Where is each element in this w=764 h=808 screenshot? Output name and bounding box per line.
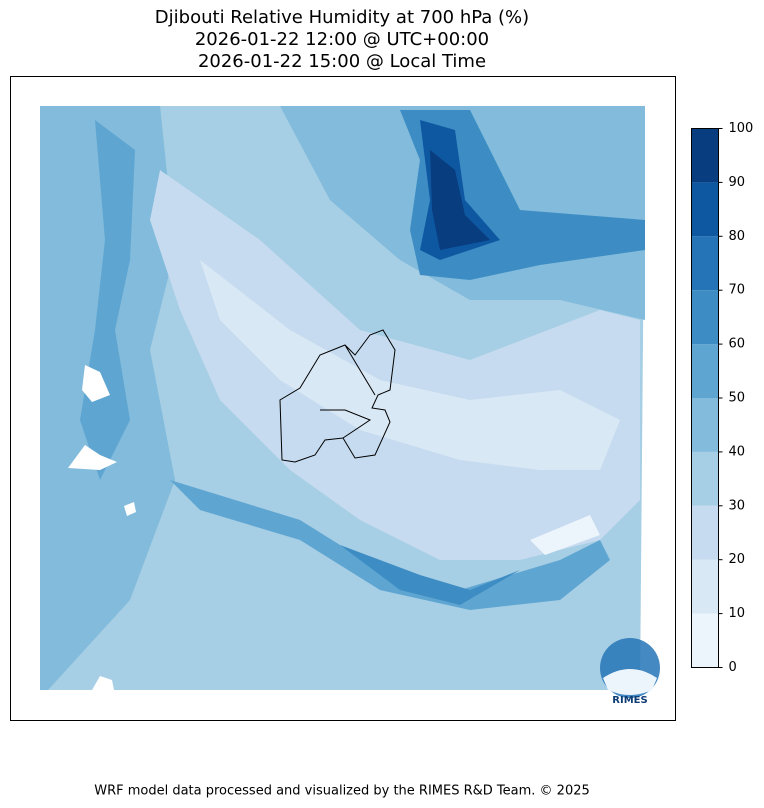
logo: RIMES: [600, 638, 660, 706]
colorbar-tick-label: 70: [729, 283, 746, 298]
logo-text: RIMES: [612, 695, 647, 706]
colorbar-tick-label: 20: [729, 552, 746, 567]
colorbar-segment: [691, 505, 719, 560]
footer: WRF model data processed and visualized …: [94, 784, 590, 799]
colorbar-tick-label: 80: [729, 229, 746, 244]
colorbar-segment: [691, 344, 719, 398]
colorbar-tick-label: 10: [729, 606, 746, 621]
subtitle: 2026-01-22 15:00 @ Local Time: [198, 51, 486, 72]
colorbar-tick-label: 0: [729, 660, 737, 675]
colorbar-tick-label: 100: [729, 121, 754, 136]
colorbar-tick-label: 50: [729, 391, 746, 406]
colorbar-segment: [691, 182, 719, 237]
subtitle: 2026-01-22 12:00 @ UTC+00:00: [195, 29, 489, 50]
title: Djibouti Relative Humidity at 700 hPa (%…: [155, 7, 529, 28]
colorbar-tick-label: 90: [729, 175, 746, 190]
colorbar: 0 10 20 30 40 50 60 70 80 90 100: [691, 121, 754, 675]
humidity-field: [40, 106, 645, 690]
colorbar-segment: [691, 559, 719, 614]
country-border: [279, 329, 396, 463]
colorbar-tick-label: 30: [729, 498, 746, 513]
colorbar-segment: [691, 451, 719, 506]
colorbar-segment: [691, 290, 719, 345]
colorbar-tick-label: 40: [729, 444, 746, 459]
colorbar-segment: [691, 398, 719, 452]
colorbar-segment: [691, 613, 719, 668]
colorbar-segment: [691, 236, 719, 291]
colorbar-frame: [691, 128, 719, 668]
colorbar-segment: [691, 128, 719, 183]
colorbar-tick-label: 60: [729, 337, 746, 352]
